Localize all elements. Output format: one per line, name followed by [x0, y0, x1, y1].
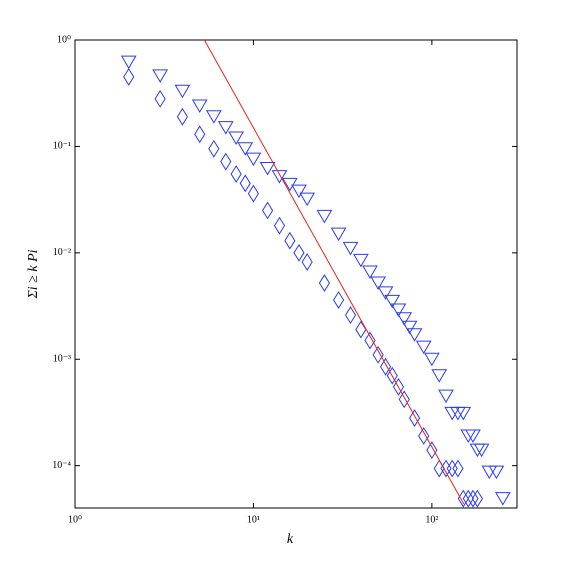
data-point — [316, 209, 333, 224]
data-point — [372, 345, 384, 364]
data-point — [205, 110, 222, 124]
data-point — [396, 312, 413, 326]
data-point — [415, 340, 432, 355]
y-tick-label: 10⁻¹ — [53, 141, 71, 152]
data-point — [291, 184, 307, 199]
data-point — [408, 409, 421, 428]
data-point — [344, 306, 357, 325]
data-point — [495, 492, 511, 506]
data-point — [154, 89, 166, 108]
data-point — [488, 465, 505, 480]
fit-line — [203, 39, 465, 505]
data-point — [123, 67, 135, 86]
y-axis-label: Σi ≥ k Pi — [26, 249, 41, 299]
data-point — [379, 357, 392, 376]
data-point — [418, 427, 430, 445]
data-point — [228, 131, 245, 145]
data-point — [174, 84, 191, 99]
data-point — [318, 274, 331, 292]
data-point — [293, 243, 305, 262]
x-tick-label: 10² — [425, 514, 438, 525]
x-tick-label: 10¹ — [247, 514, 260, 525]
data-point — [259, 162, 276, 176]
y-tick-label: 10⁰ — [57, 34, 71, 45]
data-point — [398, 390, 410, 409]
data-point — [462, 489, 474, 508]
data-point — [176, 107, 189, 126]
data-point — [377, 286, 394, 300]
data-point — [217, 121, 234, 135]
data-point — [438, 389, 454, 404]
data-point — [401, 320, 418, 335]
data-point — [299, 192, 316, 207]
data-point — [330, 227, 347, 242]
data-point — [239, 174, 251, 193]
data-point — [465, 429, 481, 443]
data-point — [191, 99, 208, 113]
data-point — [281, 177, 298, 192]
data-point — [431, 369, 448, 383]
data-point — [423, 352, 440, 367]
data-point — [120, 55, 137, 70]
data-point — [332, 291, 345, 309]
data-point — [208, 139, 220, 158]
data-point — [467, 489, 479, 508]
data-point — [245, 152, 262, 167]
data-point — [362, 265, 378, 280]
data-point — [273, 216, 286, 235]
data-point — [230, 165, 242, 183]
data-point — [342, 241, 359, 256]
data-point — [261, 201, 274, 220]
data-point — [390, 303, 407, 318]
y-tick-label: 10⁻⁴ — [52, 460, 71, 471]
x-tick-label: 10⁰ — [68, 514, 82, 525]
data-point — [220, 152, 232, 171]
data-point — [426, 441, 438, 460]
data-point — [352, 253, 369, 268]
data-point — [152, 69, 169, 83]
data-point — [406, 328, 423, 342]
data-point — [392, 377, 405, 396]
data-point — [237, 142, 254, 156]
data-point — [301, 253, 313, 271]
data-point — [364, 331, 376, 350]
data-point — [370, 276, 387, 291]
data-point — [386, 366, 398, 385]
data-point — [355, 320, 367, 339]
x-axis-label: k — [287, 532, 294, 547]
data-point — [457, 489, 469, 508]
data-point — [194, 125, 206, 144]
data-point — [473, 443, 490, 458]
data-point — [384, 294, 401, 309]
plot-area — [74, 39, 518, 509]
data-point — [271, 170, 288, 184]
data-point — [247, 184, 260, 203]
y-tick-label: 10⁻³ — [53, 354, 71, 365]
data-point — [446, 459, 458, 478]
data-point — [455, 406, 472, 421]
y-tick-label: 10⁻² — [53, 247, 71, 258]
data-point — [284, 231, 296, 250]
data-point — [452, 459, 464, 478]
data-point — [471, 489, 484, 508]
